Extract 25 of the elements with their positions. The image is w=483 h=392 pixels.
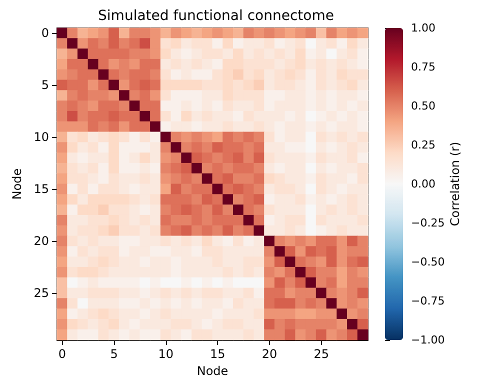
y-tick-label: 0 (41, 26, 49, 40)
x-tick-label: 10 (158, 347, 174, 361)
color-bar-label: −0.25 (411, 216, 445, 230)
color-bar-label: 0.00 (411, 178, 436, 190)
color-bar-title: Correlation (r) (448, 142, 462, 226)
color-bar-label: 1.00 (411, 22, 436, 34)
y-tick-label: 15 (34, 182, 49, 196)
y-tick-label: 25 (34, 286, 49, 300)
x-tick-label: 20 (262, 347, 278, 361)
color-bar-label: −0.75 (411, 294, 445, 308)
x-tick-label: 0 (58, 347, 66, 361)
y-tick-label: 5 (41, 78, 49, 92)
y-axis-title: Node (10, 168, 24, 200)
color-bar-label: 0.50 (411, 100, 436, 112)
x-axis-title: Node (196, 364, 228, 378)
color-bar-label: 0.25 (411, 138, 436, 152)
color-bar-label: 0.75 (411, 60, 436, 74)
y-tick-label: 20 (34, 234, 49, 248)
y-tick-label: 10 (34, 130, 49, 144)
chart-title: Simulated functional connectome (98, 8, 334, 24)
x-tick-label: 5 (110, 347, 118, 361)
x-tick-label: 25 (314, 347, 329, 361)
color-bar-label: −1.00 (411, 334, 445, 346)
color-bar-label: −0.50 (411, 256, 445, 268)
x-tick-label: 15 (210, 347, 226, 361)
